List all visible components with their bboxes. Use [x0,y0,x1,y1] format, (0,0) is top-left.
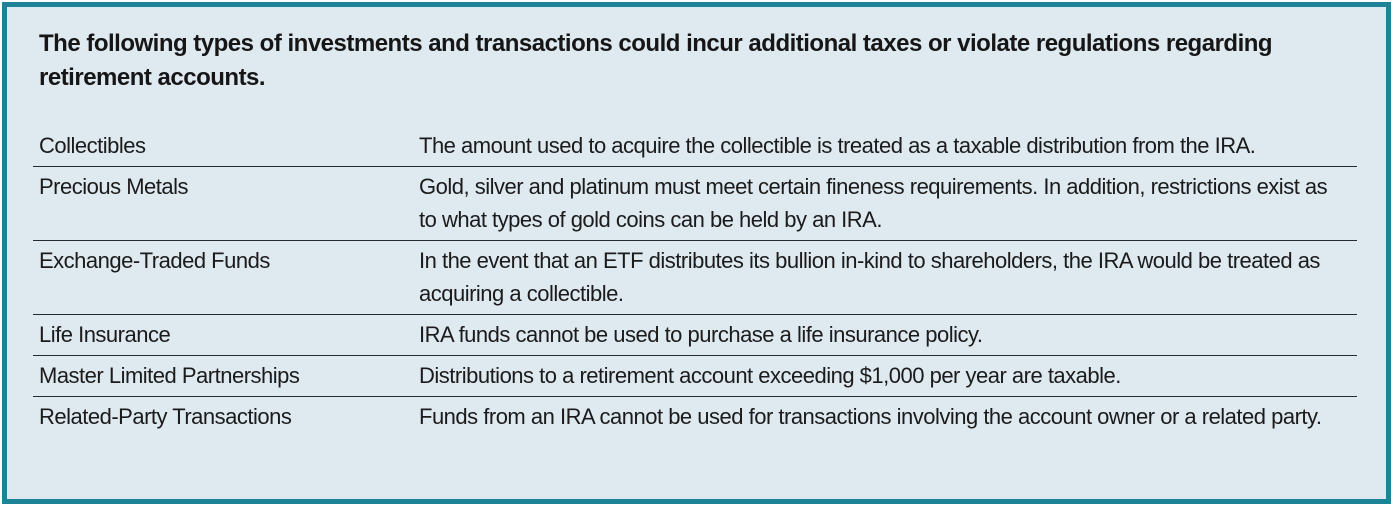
panel-intro-text: The following types of investments and t… [39,30,1273,91]
table-row: Life Insurance IRA funds cannot be used … [33,314,1357,355]
rule-description-cell: IRA funds cannot be used to purchase a l… [419,322,983,347]
table-row: Related-Party Transactions Funds from an… [33,396,1357,437]
rule-description-cell: Gold, silver and platinum must meet cert… [419,174,1328,232]
rule-description-cell: The amount used to acquire the collectib… [419,133,1256,158]
investment-type-cell: Collectibles [39,133,146,158]
investment-type-cell: Exchange-Traded Funds [39,248,270,273]
table-row: Exchange-Traded Funds In the event that … [33,240,1357,314]
table-row: Master Limited Partnerships Distribution… [33,355,1357,396]
rule-description-cell: Funds from an IRA cannot be used for tra… [419,404,1322,429]
investment-type-cell: Precious Metals [39,174,189,199]
investment-type-cell: Master Limited Partnerships [39,363,300,388]
table-row: Collectibles The amount used to acquire … [33,126,1357,166]
table-row: Precious Metals Gold, silver and platinu… [33,166,1357,240]
investment-type-cell: Related-Party Transactions [39,404,292,429]
investment-type-cell: Life Insurance [39,322,171,347]
investment-rules-table: Collectibles The amount used to acquire … [33,126,1357,437]
rule-description-cell: Distributions to a retirement account ex… [419,363,1121,388]
rule-description-cell: In the event that an ETF distributes its… [419,248,1320,306]
retirement-rules-panel: The following types of investments and t… [2,2,1391,504]
